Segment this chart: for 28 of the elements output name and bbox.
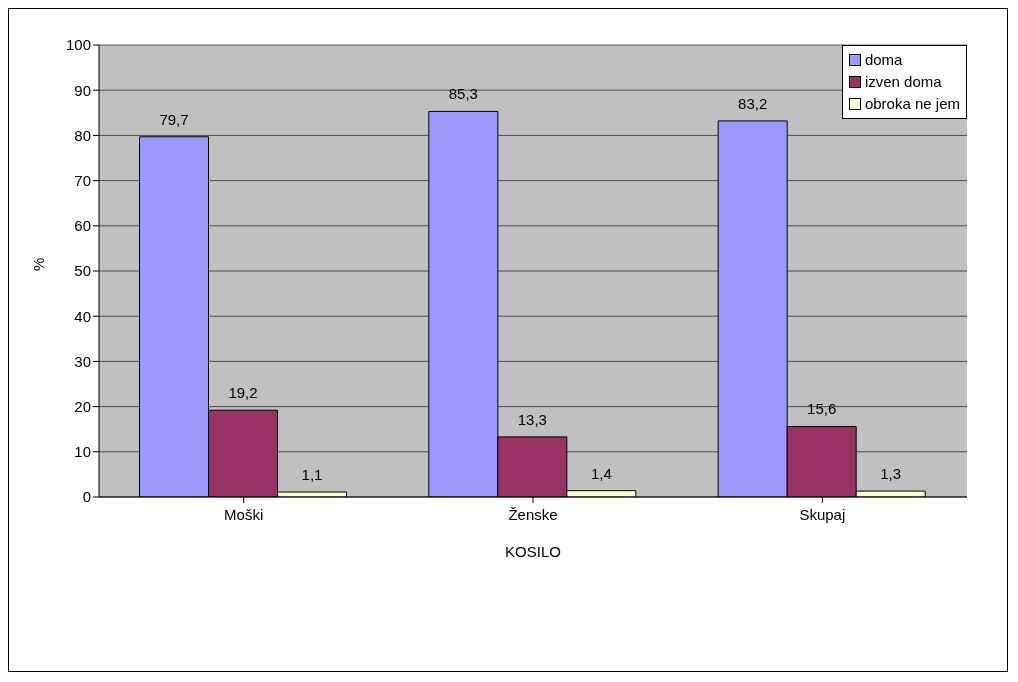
x-tick-label: Moški — [224, 505, 264, 523]
data-label: 1,4 — [590, 464, 612, 482]
y-tick-label: 90 — [74, 81, 91, 99]
legend-label: obroka ne jem — [864, 94, 960, 114]
x-axis-title: KOSILO — [505, 543, 561, 560]
data-label: 15,6 — [807, 400, 837, 418]
data-label: 19,2 — [228, 384, 258, 402]
data-label: 1,1 — [301, 466, 323, 484]
x-tick-label: Skupaj — [799, 505, 846, 523]
y-axis-title: % — [30, 257, 48, 271]
data-label: 83,2 — [738, 94, 768, 112]
legend-label: doma — [864, 50, 903, 70]
data-label: 85,3 — [448, 85, 478, 103]
y-tick-label: 40 — [74, 307, 91, 325]
data-label: 13,3 — [517, 410, 547, 428]
y-tick-label: 80 — [74, 126, 91, 144]
data-label: 1,3 — [880, 465, 902, 483]
y-tick-label: 0 — [82, 488, 91, 506]
data-label: 79,7 — [159, 110, 189, 128]
y-tick-label: 50 — [74, 262, 91, 280]
y-tick-label: 60 — [74, 217, 91, 235]
y-tick-label: 30 — [74, 352, 91, 370]
x-tick-label: Ženske — [508, 505, 558, 523]
legend-label: izven doma — [864, 72, 942, 92]
y-tick-label: 100 — [65, 36, 91, 54]
y-tick-label: 70 — [74, 171, 91, 189]
y-tick-label: 10 — [74, 443, 91, 461]
y-tick-label: 20 — [74, 397, 91, 415]
